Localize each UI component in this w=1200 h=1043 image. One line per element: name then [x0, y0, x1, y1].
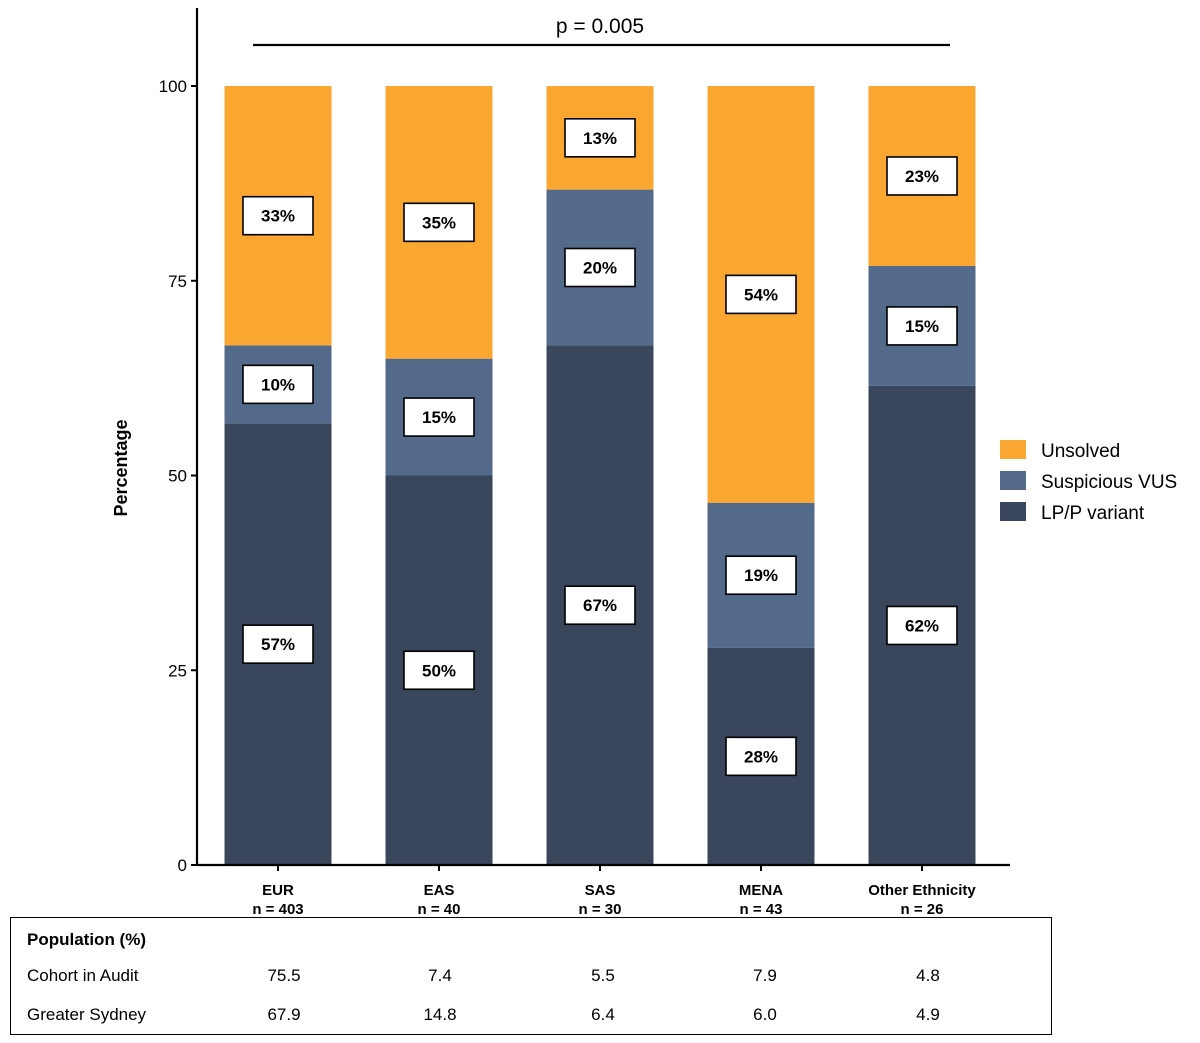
y-tick-label: 100 — [159, 77, 187, 96]
legend-swatch — [1000, 471, 1026, 490]
x-tick-count: n = 30 — [579, 901, 622, 915]
x-tick-count: n = 40 — [418, 901, 461, 915]
table-row: Cohort in Audit 75.5 7.4 5.5 7.9 4.8 — [11, 966, 1051, 988]
y-tick-label: 75 — [168, 272, 187, 291]
x-tick-count: n = 403 — [252, 901, 303, 915]
legend-swatch — [1000, 502, 1026, 521]
data-label: 28% — [744, 747, 778, 766]
data-label-box — [242, 624, 314, 664]
stacked-bar-chart: 57% 10% 33% 50% 15% 35% 67% 20% 13% 28% 19% 54% 62% 1… — [111, 8, 1177, 915]
y-tick-label: 0 — [178, 856, 187, 875]
data-label-box — [886, 605, 958, 646]
segment-labels-layer: 57% 10% 33% 50% 15% 35% 67% 20% 13% 28% 19% 54% 62% 1… — [242, 118, 958, 777]
y-axis-label: Percentage — [111, 419, 131, 516]
p-value-label: p = 0.005 — [556, 15, 644, 38]
axes-layer: EUR n = 403 EAS n = 40 SAS n = 30 MENA n = 43 Ot… — [159, 8, 1010, 915]
table-cell: 14.8 — [423, 1005, 457, 1024]
x-tick-count: n = 26 — [901, 901, 944, 915]
x-tick-label: SAS — [585, 882, 616, 899]
table-cell: 67.9 — [267, 1005, 301, 1024]
x-tick-label: MENA — [739, 882, 783, 899]
data-label-box — [886, 156, 958, 196]
table-cell: 7.4 — [428, 966, 452, 985]
legend-swatch — [1000, 440, 1026, 459]
data-label-box — [242, 364, 314, 405]
legend: Unsolved Suspicious VUS LP/P variant — [1000, 440, 1177, 524]
x-tick-label: EAS — [424, 882, 455, 899]
bars-layer — [224, 86, 976, 866]
data-label: 50% — [422, 661, 456, 680]
data-label: 15% — [422, 408, 456, 427]
legend-entry-label: Suspicious VUS — [1041, 472, 1177, 493]
x-tick-count: n = 43 — [740, 901, 783, 915]
data-label: 13% — [583, 129, 617, 148]
data-label: 57% — [261, 635, 295, 654]
data-label-box — [403, 397, 475, 437]
data-label: 10% — [261, 375, 295, 394]
population-table-title: Population (%) — [27, 930, 146, 949]
table-row: Greater Sydney 67.9 14.8 6.4 6.0 4.9 — [11, 1005, 1051, 1027]
data-label-box — [242, 195, 314, 236]
data-label: 23% — [905, 167, 939, 186]
legend-entry-label: Unsolved — [1041, 441, 1120, 462]
data-label-box — [564, 247, 636, 288]
table-cell: 4.8 — [916, 966, 940, 985]
data-label-box — [564, 585, 636, 626]
data-label-box — [403, 202, 475, 243]
table-cell: 5.5 — [591, 966, 615, 985]
table-cell: 6.0 — [753, 1005, 777, 1024]
data-label-box — [725, 736, 797, 777]
data-label-box — [403, 650, 475, 691]
y-tick-label: 50 — [168, 467, 187, 486]
data-label: 19% — [744, 566, 778, 585]
data-label: 20% — [583, 259, 617, 278]
data-label-box — [725, 555, 797, 596]
data-label: 62% — [905, 616, 939, 635]
x-tick-label: EUR — [262, 882, 294, 899]
data-label-box — [725, 274, 797, 315]
table-cell: 75.5 — [267, 966, 301, 985]
table-cell: 7.9 — [753, 966, 777, 985]
data-label: 35% — [422, 213, 456, 232]
table-cell: 6.4 — [591, 1005, 615, 1024]
row-label-greater-sydney: Greater Sydney — [27, 1005, 147, 1024]
table-cell: 4.9 — [916, 1005, 940, 1024]
row-label-cohort-in-audit: Cohort in Audit — [27, 966, 139, 985]
data-label: 33% — [261, 207, 295, 226]
data-label: 67% — [583, 596, 617, 615]
data-label-box — [886, 306, 958, 346]
x-tick-label: Other Ethnicity — [868, 882, 976, 899]
y-tick-label: 25 — [168, 661, 187, 680]
data-label: 54% — [744, 285, 778, 304]
data-label: 15% — [905, 317, 939, 336]
population-table: Population (%) Cohort in Audit 75.5 7.4 … — [10, 917, 1052, 1035]
legend-entry-label: LP/P variant — [1041, 503, 1145, 524]
data-label-box — [564, 118, 636, 158]
